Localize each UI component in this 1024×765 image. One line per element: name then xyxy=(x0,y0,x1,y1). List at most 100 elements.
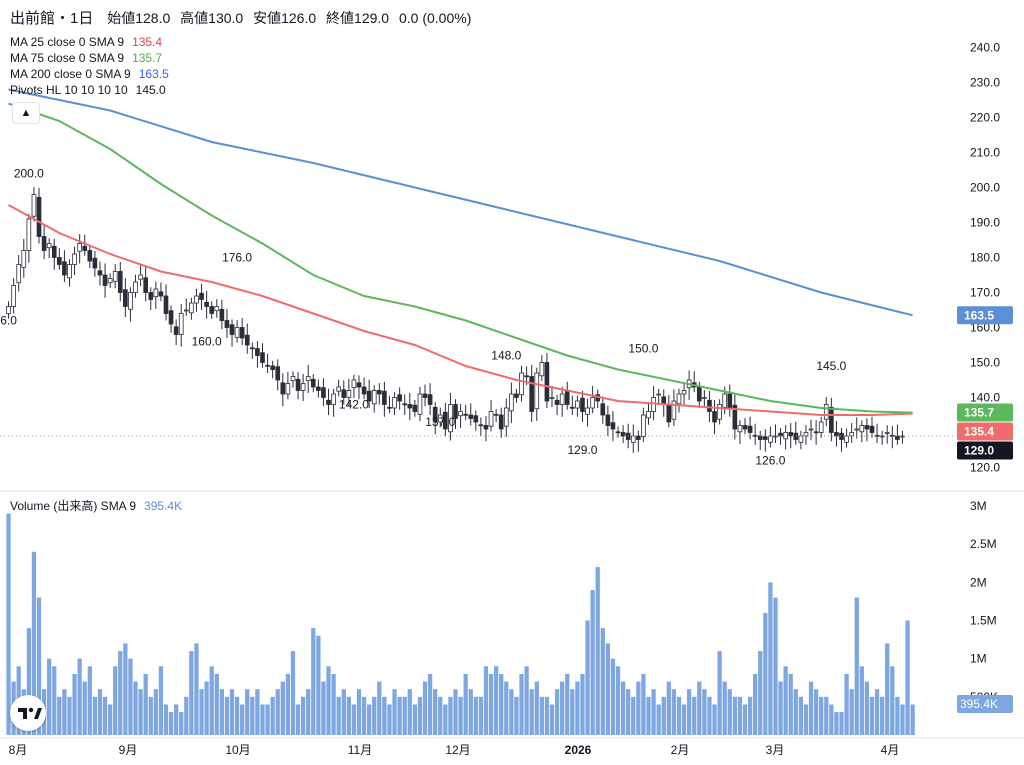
candle-body[interactable] xyxy=(874,434,880,437)
candle-body[interactable] xyxy=(244,334,250,346)
candle-body[interactable] xyxy=(336,386,342,392)
candle-body[interactable] xyxy=(757,435,763,440)
candle-body[interactable] xyxy=(864,425,870,430)
candle-body[interactable] xyxy=(437,414,443,423)
candle-body[interactable] xyxy=(676,393,682,405)
candle-body[interactable] xyxy=(737,425,743,433)
candle-body[interactable] xyxy=(417,393,423,415)
candle-body[interactable] xyxy=(31,194,37,217)
candle-body[interactable] xyxy=(849,432,854,437)
candle-body[interactable] xyxy=(483,425,489,430)
legend-ma25[interactable]: MA 25 close 0 SMA 9 135.4 xyxy=(10,34,162,50)
candle-body[interactable] xyxy=(26,218,32,251)
candle-body[interactable] xyxy=(204,301,209,307)
candle-body[interactable] xyxy=(82,245,88,251)
candle-body[interactable] xyxy=(529,376,535,412)
candle-body[interactable] xyxy=(732,404,738,430)
candle-body[interactable] xyxy=(326,399,331,405)
candle-body[interactable] xyxy=(310,378,316,388)
candle-body[interactable] xyxy=(387,406,392,409)
candle-body[interactable] xyxy=(300,383,306,391)
candle-body[interactable] xyxy=(133,281,138,293)
candle-body[interactable] xyxy=(356,382,362,388)
candle-body[interactable] xyxy=(448,404,453,433)
candle-body[interactable] xyxy=(250,347,255,350)
candle-body[interactable] xyxy=(173,326,179,335)
candle-body[interactable] xyxy=(473,415,479,423)
candle-body[interactable] xyxy=(615,431,621,434)
candle-body[interactable] xyxy=(41,236,47,251)
candle-body[interactable] xyxy=(371,390,377,405)
candle-body[interactable] xyxy=(834,432,839,437)
candle-body[interactable] xyxy=(478,424,484,427)
candle-body[interactable] xyxy=(559,393,565,405)
candle-body[interactable] xyxy=(580,397,585,412)
candle-body[interactable] xyxy=(488,411,494,427)
candle-body[interactable] xyxy=(11,285,16,307)
candle-body[interactable] xyxy=(138,274,143,280)
candle-body[interactable] xyxy=(727,393,733,409)
candle-body[interactable] xyxy=(260,352,265,363)
candle-body[interactable] xyxy=(869,425,875,433)
candle-body[interactable] xyxy=(569,406,575,409)
symbol-name[interactable]: 出前館・1日 xyxy=(10,10,94,27)
candle-body[interactable] xyxy=(443,411,448,430)
candle-body[interactable] xyxy=(671,400,677,420)
candle-body[interactable] xyxy=(752,434,758,437)
candle-body[interactable] xyxy=(900,435,905,438)
candle-body[interactable] xyxy=(803,432,809,437)
candle-body[interactable] xyxy=(696,386,702,402)
candle-body[interactable] xyxy=(641,414,646,438)
candle-body[interactable] xyxy=(544,362,550,402)
candle-body[interactable] xyxy=(67,264,72,279)
candle-body[interactable] xyxy=(656,393,661,396)
candle-body[interactable] xyxy=(412,404,418,412)
candle-body[interactable] xyxy=(6,306,11,314)
candle-body[interactable] xyxy=(610,422,616,430)
candle-body[interactable] xyxy=(189,302,194,314)
candle-body[interactable] xyxy=(859,425,865,433)
candle-body[interactable] xyxy=(407,404,413,409)
candle-body[interactable] xyxy=(813,431,819,434)
candle-body[interactable] xyxy=(402,403,408,406)
collapse-legend-button[interactable]: ▲ xyxy=(12,102,40,124)
tradingview-logo-icon[interactable] xyxy=(10,695,46,731)
candle-body[interactable] xyxy=(605,414,611,426)
candle-body[interactable] xyxy=(143,277,149,293)
candle-body[interactable] xyxy=(341,389,347,398)
candle-body[interactable] xyxy=(183,309,189,312)
legend-pivots[interactable]: Pivots HL 10 10 10 10 145.0 xyxy=(10,82,166,98)
candle-body[interactable] xyxy=(839,432,844,440)
candle-body[interactable] xyxy=(590,397,595,409)
candle-body[interactable] xyxy=(36,196,42,237)
candle-body[interactable] xyxy=(97,270,103,276)
candle-body[interactable] xyxy=(285,383,291,395)
legend-volume[interactable]: Volume (出来高) SMA 9 395.4K xyxy=(10,498,182,514)
candle-body[interactable] xyxy=(818,421,824,433)
candle-body[interactable] xyxy=(646,411,651,419)
candle-body[interactable] xyxy=(351,379,357,389)
legend-ma200[interactable]: MA 200 close 0 SMA 9 163.5 xyxy=(10,66,169,82)
candle-body[interactable] xyxy=(153,288,159,298)
candle-body[interactable] xyxy=(895,435,900,440)
candle-body[interactable] xyxy=(148,292,154,300)
candle-body[interactable] xyxy=(844,435,849,443)
candle-body[interactable] xyxy=(128,292,133,310)
candle-body[interactable] xyxy=(524,375,529,378)
candle-body[interactable] xyxy=(554,399,560,405)
candle-body[interactable] xyxy=(788,432,794,437)
candle-body[interactable] xyxy=(432,406,438,423)
candle-body[interactable] xyxy=(564,390,570,405)
candle-body[interactable] xyxy=(92,257,98,269)
candle-body[interactable] xyxy=(498,414,504,430)
candle-body[interactable] xyxy=(158,291,164,297)
candle-body[interactable] xyxy=(46,243,52,249)
candle-body[interactable] xyxy=(575,400,580,409)
candle-body[interactable] xyxy=(392,397,397,409)
candle-body[interactable] xyxy=(117,271,123,293)
candle-body[interactable] xyxy=(57,257,62,265)
candle-body[interactable] xyxy=(397,394,402,402)
candle-body[interactable] xyxy=(636,435,641,440)
candle-body[interactable] xyxy=(194,295,199,304)
candle-body[interactable] xyxy=(503,407,509,427)
